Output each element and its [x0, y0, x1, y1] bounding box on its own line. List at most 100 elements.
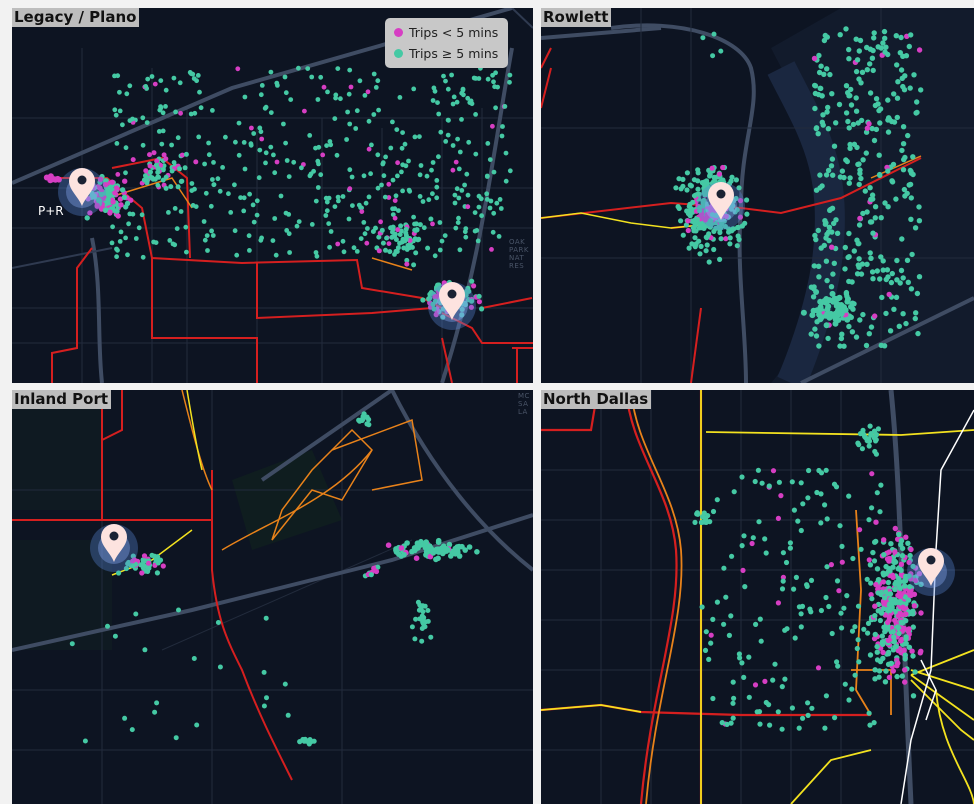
trip-dot — [382, 194, 388, 200]
trip-dot — [868, 580, 874, 586]
trip-dot — [816, 263, 822, 269]
trip-dot — [889, 270, 895, 277]
trip-dot — [829, 630, 835, 637]
trip-dot — [114, 254, 119, 260]
trip-dot — [696, 191, 702, 197]
trip-dot — [497, 197, 503, 202]
trip-dot — [109, 186, 115, 193]
trip-dot — [804, 582, 810, 588]
trip-dot — [453, 225, 459, 231]
trip-dot — [908, 195, 914, 201]
trip-dot — [500, 124, 505, 129]
trip-dot — [728, 720, 734, 726]
trip-dot — [879, 294, 885, 301]
trip-dot — [784, 626, 790, 632]
trip-dot — [839, 559, 845, 565]
trip-dot — [116, 570, 122, 576]
trip-dot — [476, 299, 482, 305]
trip-dot — [115, 213, 121, 219]
trip-dot — [818, 520, 824, 526]
trip-dot — [332, 204, 338, 210]
trip-dot — [364, 414, 370, 420]
trip-dot — [783, 559, 790, 566]
trip-dot — [900, 167, 907, 173]
trip-dot — [395, 227, 401, 233]
trip-dot — [866, 331, 872, 337]
trip-dot — [775, 709, 781, 715]
trip-dot — [158, 78, 164, 83]
trip-dot — [446, 117, 451, 123]
trip-dot — [867, 652, 874, 658]
map-pin-icon — [697, 182, 745, 230]
trip-dot — [183, 224, 189, 230]
trip-dot — [335, 241, 341, 247]
trip-dot — [829, 290, 836, 297]
trip-dot — [459, 306, 465, 312]
trip-dot — [898, 34, 904, 41]
trip-dot — [819, 93, 825, 99]
trip-dot — [842, 266, 848, 272]
trip-dot — [898, 267, 905, 274]
trip-dot — [913, 310, 919, 316]
trip-dot — [862, 188, 868, 194]
trip-dot — [869, 505, 875, 511]
trip-dot — [898, 561, 905, 567]
trip-dot — [881, 28, 888, 35]
trip-dot — [455, 136, 460, 142]
trip-dot — [324, 199, 330, 205]
trip-dot — [695, 186, 701, 192]
trip-dot — [296, 219, 302, 225]
trip-dot — [854, 57, 861, 63]
trip-dot — [371, 112, 377, 117]
trip-dot — [307, 133, 313, 138]
trip-dot — [503, 150, 509, 156]
trip-dot — [710, 53, 716, 59]
trip-dot — [736, 185, 742, 191]
trip-dot — [884, 556, 891, 562]
trip-dot — [854, 144, 860, 151]
trip-dot — [459, 188, 465, 193]
trip-dot — [450, 143, 456, 148]
trip-dot — [177, 80, 183, 86]
trip-dot — [284, 158, 290, 163]
trip-dot — [318, 74, 324, 80]
trip-dot — [401, 551, 407, 558]
trip-dot — [714, 497, 720, 503]
trip-dot — [822, 32, 828, 39]
trip-dot — [271, 152, 276, 158]
trip-dot — [465, 285, 471, 291]
trip-dot — [914, 99, 920, 105]
trip-dot — [233, 139, 238, 145]
trip-dot — [728, 613, 734, 619]
trip-dot — [710, 508, 717, 515]
trip-dot — [818, 607, 824, 614]
trip-dot — [234, 252, 240, 258]
trip-dot — [345, 109, 350, 115]
trip-dot — [155, 560, 161, 566]
trip-dot — [328, 142, 334, 148]
trip-dot — [812, 82, 818, 89]
trip-dot — [858, 271, 865, 277]
trip-dot — [787, 540, 793, 546]
trip-dot — [395, 245, 401, 251]
trip-dot — [446, 541, 453, 548]
panel-title: Inland Port — [12, 390, 112, 409]
trip-dot — [880, 40, 886, 46]
trip-dot — [257, 125, 263, 131]
trip-dot — [770, 677, 776, 683]
trip-dot — [399, 169, 404, 175]
trip-dot — [154, 700, 160, 706]
trip-dot — [364, 240, 370, 246]
trip-dot — [911, 72, 917, 78]
trip-dot — [853, 36, 859, 42]
trip-dot — [678, 218, 684, 224]
trip-dot — [431, 85, 437, 91]
trip-dot — [847, 175, 853, 181]
trip-dot — [149, 74, 155, 79]
trip-dot — [828, 163, 835, 169]
trip-dot — [320, 152, 326, 158]
trip-dot — [413, 616, 419, 622]
trip-dot — [843, 291, 850, 297]
trip-dot — [445, 132, 451, 138]
trip-dot — [223, 134, 228, 140]
